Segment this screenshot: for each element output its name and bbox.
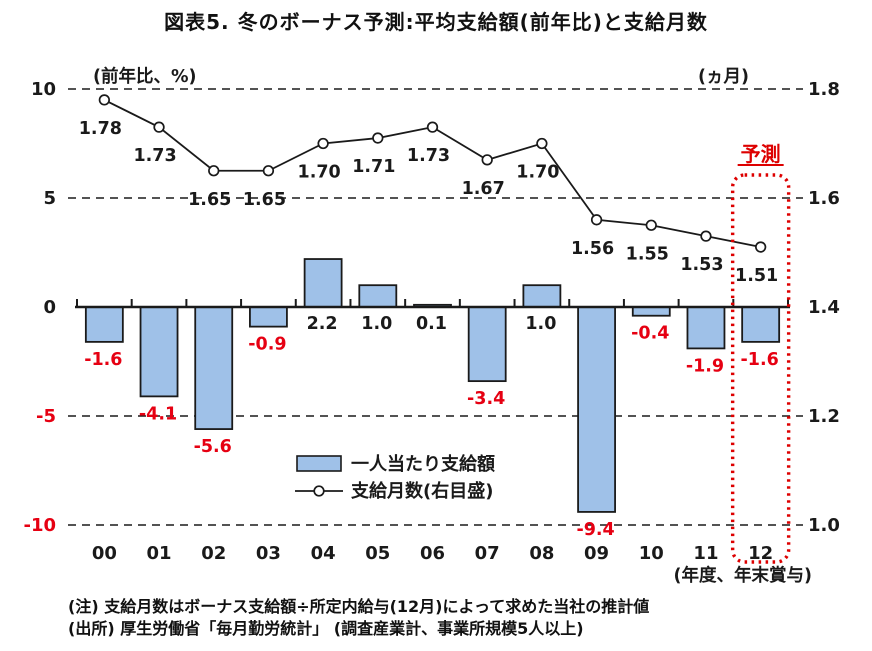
legend-bar-swatch bbox=[296, 455, 342, 472]
line-value-label: 1.65 bbox=[188, 190, 231, 210]
bar-value-label: 0.1 bbox=[416, 314, 447, 334]
bar-value-label: -1.6 bbox=[84, 350, 122, 370]
line-marker bbox=[208, 165, 220, 177]
x-axis-tick-label: 12 bbox=[748, 543, 773, 564]
bar-value-label: -0.9 bbox=[248, 335, 286, 355]
x-axis-tick-label: 07 bbox=[475, 543, 500, 564]
chart-title: 図表5. 冬のボーナス予測:平均支給額(前年比)と支給月数 bbox=[164, 10, 708, 34]
line-value-label: 1.67 bbox=[462, 179, 505, 199]
legend-label-bars: 一人当たり支給額 bbox=[351, 453, 495, 475]
bar-value-label: -1.6 bbox=[741, 350, 779, 370]
line-marker bbox=[372, 132, 384, 144]
x-axis-tick-label: 01 bbox=[147, 543, 172, 564]
line-marker bbox=[153, 121, 165, 133]
right-axis-tick-label: 1.2 bbox=[808, 406, 840, 427]
bar bbox=[467, 306, 507, 383]
line-value-label: 1.70 bbox=[516, 163, 559, 183]
line-value-label: 1.73 bbox=[133, 146, 176, 166]
x-axis-tick-label: 00 bbox=[92, 543, 117, 564]
x-axis-tick-label: 10 bbox=[639, 543, 664, 564]
line-value-label: 1.70 bbox=[298, 163, 341, 183]
bar bbox=[686, 306, 726, 350]
bar bbox=[194, 306, 234, 430]
line-marker bbox=[98, 94, 110, 106]
line-marker bbox=[536, 137, 548, 150]
x-axis-tick-label: 06 bbox=[420, 543, 445, 564]
bar-value-label: 1.0 bbox=[361, 314, 392, 334]
right-axis-tick-label: 1.8 bbox=[808, 79, 840, 100]
x-axis-tick-label: 04 bbox=[311, 543, 336, 564]
forecast-box bbox=[730, 173, 791, 564]
line-value-label: 1.78 bbox=[79, 119, 122, 139]
bar-value-label: -4.1 bbox=[139, 404, 177, 424]
bar bbox=[358, 284, 398, 308]
bar bbox=[84, 306, 124, 343]
chart-notes: (注) 支給月数はボーナス支給額÷所定内給与(12月)によって求めた当社の推計値… bbox=[68, 596, 858, 640]
bar-value-label: 2.2 bbox=[307, 314, 338, 334]
bar-value-label: -9.4 bbox=[576, 520, 614, 540]
x-axis-tick-label: 03 bbox=[256, 543, 281, 564]
note-source-line-2: (出所) 厚生労働省「毎月勤労統計」 (調査産業計、事業所規模5人以上) bbox=[68, 619, 584, 638]
right-axis-tick-label: 1.0 bbox=[808, 515, 840, 536]
x-axis-tick-label: 05 bbox=[365, 543, 390, 564]
right-axis-tick-label: 1.4 bbox=[808, 297, 840, 318]
left-axis-tick-label: 5 bbox=[43, 188, 56, 209]
line-marker bbox=[317, 137, 329, 150]
line-value-label: 1.53 bbox=[680, 255, 723, 275]
bar-value-label: -5.6 bbox=[194, 437, 232, 457]
bar-value-label: -1.9 bbox=[686, 356, 724, 376]
left-axis-tick-label: -5 bbox=[36, 406, 56, 427]
line-marker bbox=[755, 241, 767, 253]
right-axis-tick-label: 1.6 bbox=[808, 188, 840, 209]
x-axis-tick-label: 08 bbox=[529, 543, 554, 564]
line-marker bbox=[262, 165, 275, 177]
legend-line-marker bbox=[313, 485, 325, 497]
legend-label-line: 支給月数(右目盛) bbox=[350, 480, 493, 502]
left-axis-tick-label: 10 bbox=[31, 79, 56, 100]
line-value-label: 1.65 bbox=[243, 190, 286, 210]
line-marker bbox=[645, 219, 657, 231]
line-value-label: 1.71 bbox=[352, 157, 395, 177]
note-source-line-1: (注) 支給月数はボーナス支給額÷所定内給与(12月)によって求めた当社の推計値 bbox=[68, 597, 650, 616]
bar-value-label: 1.0 bbox=[525, 314, 556, 334]
line-marker bbox=[426, 121, 439, 133]
x-axis-tick-label: 11 bbox=[693, 543, 718, 564]
x-axis-caption: (年度、年末賞与) bbox=[674, 565, 813, 586]
bar-value-label: -0.4 bbox=[631, 324, 669, 344]
bar-value-label: -3.4 bbox=[467, 389, 505, 409]
x-axis-tick-label: 09 bbox=[584, 543, 609, 564]
line-value-label: 1.55 bbox=[626, 244, 669, 264]
bar bbox=[249, 306, 288, 328]
bar bbox=[522, 284, 562, 308]
bar bbox=[139, 306, 179, 398]
line-value-label: 1.51 bbox=[735, 266, 778, 286]
bar bbox=[577, 306, 616, 513]
line-value-label: 1.56 bbox=[571, 239, 614, 259]
right-axis-caption: (ヵ月) bbox=[698, 67, 749, 87]
left-axis-tick-label: -10 bbox=[23, 515, 56, 536]
forecast-label: 予測 bbox=[741, 142, 781, 166]
bar bbox=[303, 258, 343, 308]
line-marker bbox=[590, 214, 603, 226]
left-axis-caption: (前年比、%) bbox=[93, 66, 197, 87]
line-marker bbox=[700, 230, 712, 242]
bar bbox=[631, 306, 671, 317]
line-marker bbox=[481, 154, 493, 166]
line-value-label: 1.73 bbox=[407, 146, 450, 166]
x-axis-tick-label: 02 bbox=[201, 543, 226, 564]
left-axis-tick-label: 0 bbox=[43, 297, 56, 318]
bar bbox=[741, 306, 781, 343]
